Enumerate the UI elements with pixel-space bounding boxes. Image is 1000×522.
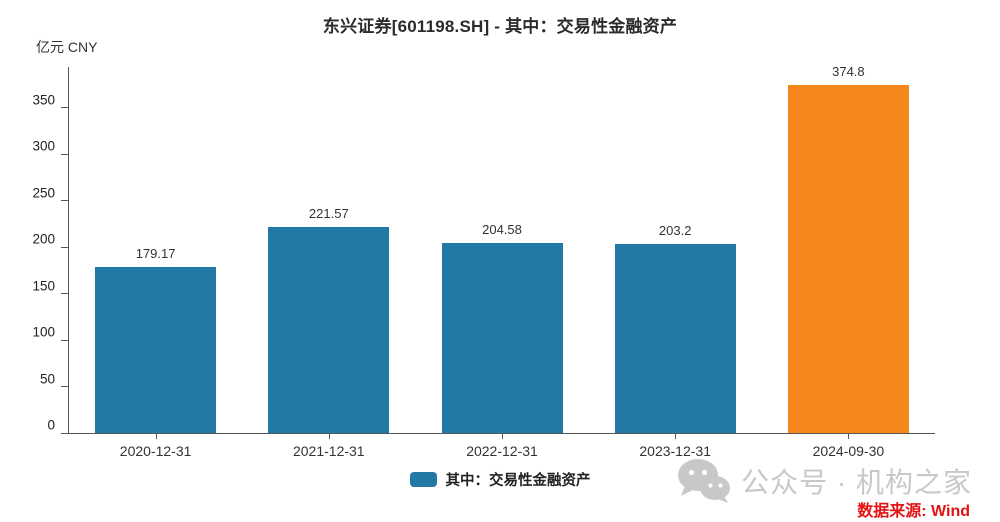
x-tick-label: 2021-12-31 bbox=[292, 443, 365, 459]
bar-value-label: 374.8 bbox=[832, 63, 865, 79]
y-tick-label: 150 bbox=[32, 278, 55, 294]
bar-value-label: 221.57 bbox=[308, 206, 349, 222]
x-tick-label: 2023-12-31 bbox=[639, 443, 711, 459]
bar-2024-09-30 bbox=[787, 84, 909, 433]
bar-2023-12-31 bbox=[614, 244, 736, 433]
x-tick-label: 2020-12-31 bbox=[119, 443, 192, 459]
y-tick-mark bbox=[61, 153, 68, 155]
y-axis-unit-label: 亿元 CNY bbox=[36, 39, 98, 55]
bar-2021-12-31 bbox=[268, 227, 390, 433]
bar-2020-12-31 bbox=[95, 266, 217, 433]
y-tick-label: 50 bbox=[39, 371, 55, 387]
y-tick-label: 200 bbox=[32, 231, 55, 247]
bar-2022-12-31 bbox=[441, 242, 563, 433]
bar-value-label: 203.2 bbox=[658, 223, 692, 239]
y-tick-label: 250 bbox=[32, 185, 55, 201]
x-tick-mark bbox=[502, 433, 503, 439]
y-tick-mark bbox=[61, 200, 68, 202]
y-tick-mark bbox=[61, 246, 68, 248]
x-tick-mark bbox=[328, 433, 330, 439]
legend: 其中：交易性金融资产 bbox=[0, 469, 1000, 490]
wechat-icon bbox=[677, 458, 731, 504]
y-tick-mark bbox=[61, 293, 68, 295]
watermark: 公众号 · 机构之家 bbox=[677, 458, 972, 504]
legend-label: 其中：交易性金融资产 bbox=[445, 473, 591, 489]
y-tick-label: 300 bbox=[32, 138, 55, 154]
x-tick-mark bbox=[675, 433, 677, 439]
watermark-account-text: 公众号 · 机构之家 bbox=[741, 467, 972, 498]
y-tick-mark bbox=[61, 432, 68, 434]
y-tick-label: 100 bbox=[32, 324, 55, 340]
bar-value-label: 204.58 bbox=[482, 221, 522, 237]
y-tick-mark bbox=[61, 386, 68, 388]
y-tick-mark bbox=[61, 107, 68, 109]
x-tick-label: 2024-09-30 bbox=[812, 443, 885, 459]
legend-swatch bbox=[409, 472, 437, 487]
x-tick-label: 2022-12-31 bbox=[466, 443, 538, 459]
y-tick-mark bbox=[61, 339, 68, 341]
bar-value-label: 179.17 bbox=[135, 245, 176, 261]
x-tick-mark bbox=[155, 433, 157, 439]
chart-title: 东兴证券[601198.SH] - 其中：交易性金融资产 bbox=[322, 17, 678, 36]
y-tick-label: 0 bbox=[47, 417, 55, 433]
y-tick-label: 350 bbox=[32, 92, 55, 108]
x-tick-mark bbox=[848, 433, 850, 439]
data-source-note: 数据来源: Wind bbox=[857, 503, 970, 520]
plot-area: 0 50 100 150 200 250 300 350 179.17 2020-12-31 221… bbox=[32, 63, 935, 459]
